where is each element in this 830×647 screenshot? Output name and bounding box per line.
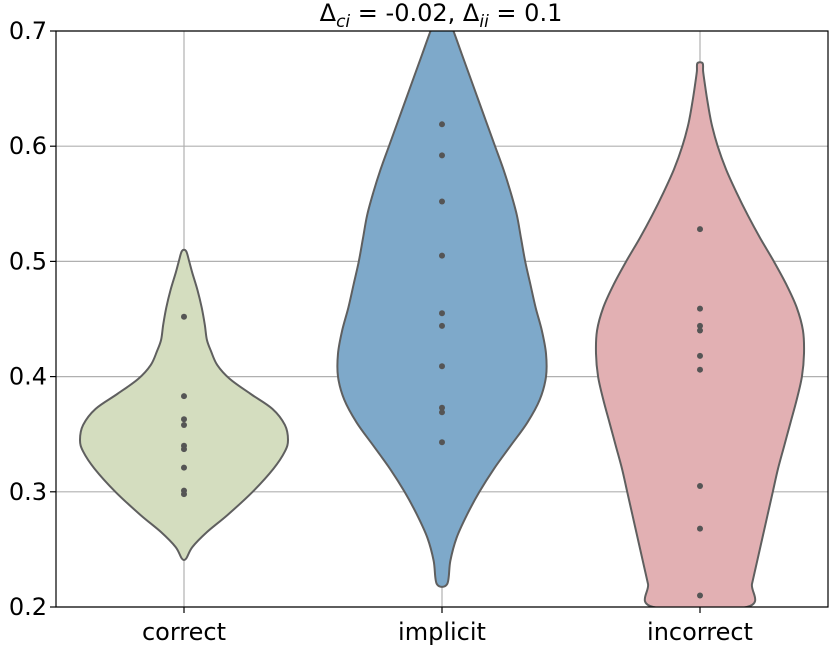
- title-delta-ii-value: 0.1: [524, 0, 562, 27]
- y-tick-label: 0.3: [9, 478, 47, 506]
- data-point-correct: [181, 393, 187, 400]
- title-delta-ii-subscript: ii: [479, 12, 489, 32]
- data-point-correct: [181, 464, 187, 471]
- data-point-implicit: [439, 322, 445, 329]
- data-point-incorrect: [697, 327, 703, 334]
- data-point-incorrect: [697, 226, 703, 233]
- title-delta-ci-value: -0.02: [386, 0, 448, 27]
- x-category-label-incorrect: incorrect: [647, 618, 753, 646]
- data-point-correct: [181, 446, 187, 453]
- data-point-incorrect: [697, 525, 703, 532]
- violin-implicit: [336, 31, 548, 588]
- y-tick-label: 0.7: [9, 17, 47, 45]
- data-point-incorrect: [697, 352, 703, 359]
- data-point-implicit: [439, 252, 445, 259]
- data-point-incorrect: [697, 322, 703, 329]
- data-point-incorrect: [697, 592, 703, 599]
- y-tick-label: 0.2: [9, 593, 47, 621]
- data-point-implicit: [439, 121, 445, 128]
- y-tick-label: 0.4: [9, 363, 47, 391]
- y-axis: 0.2 0.3 0.4 0.5 0.6 0.7: [9, 17, 56, 621]
- data-point-correct: [181, 421, 187, 428]
- data-point-implicit: [439, 310, 445, 317]
- y-tick-label: 0.5: [9, 247, 47, 275]
- x-category-label-implicit: implicit: [398, 618, 486, 646]
- data-point-incorrect: [697, 483, 703, 490]
- data-point-incorrect: [697, 305, 703, 312]
- data-point-incorrect: [697, 366, 703, 373]
- data-point-implicit: [439, 152, 445, 159]
- x-category-label-correct: correct: [142, 618, 226, 646]
- x-axis: correct implicit incorrect: [142, 607, 753, 646]
- violin-layer: [78, 31, 806, 607]
- title-delta-ci-symbol: Δ: [320, 0, 337, 27]
- data-point-implicit: [439, 439, 445, 446]
- data-point-implicit: [439, 404, 445, 411]
- data-point-implicit: [439, 198, 445, 205]
- data-point-implicit: [439, 409, 445, 416]
- title-separator: ,: [448, 0, 456, 27]
- title-delta-ii-symbol: Δ: [463, 0, 480, 27]
- y-tick-label: 0.6: [9, 132, 47, 160]
- data-point-correct: [181, 416, 187, 423]
- violin-correct: [78, 248, 290, 562]
- chart-title: Δci = -0.02, Δii = 0.1: [320, 0, 563, 32]
- title-delta-ci-subscript: ci: [336, 12, 350, 32]
- data-point-implicit: [439, 363, 445, 370]
- data-point-correct: [181, 313, 187, 320]
- point-layer: [181, 121, 703, 599]
- data-point-correct: [181, 491, 187, 498]
- violin-incorrect: [594, 61, 806, 607]
